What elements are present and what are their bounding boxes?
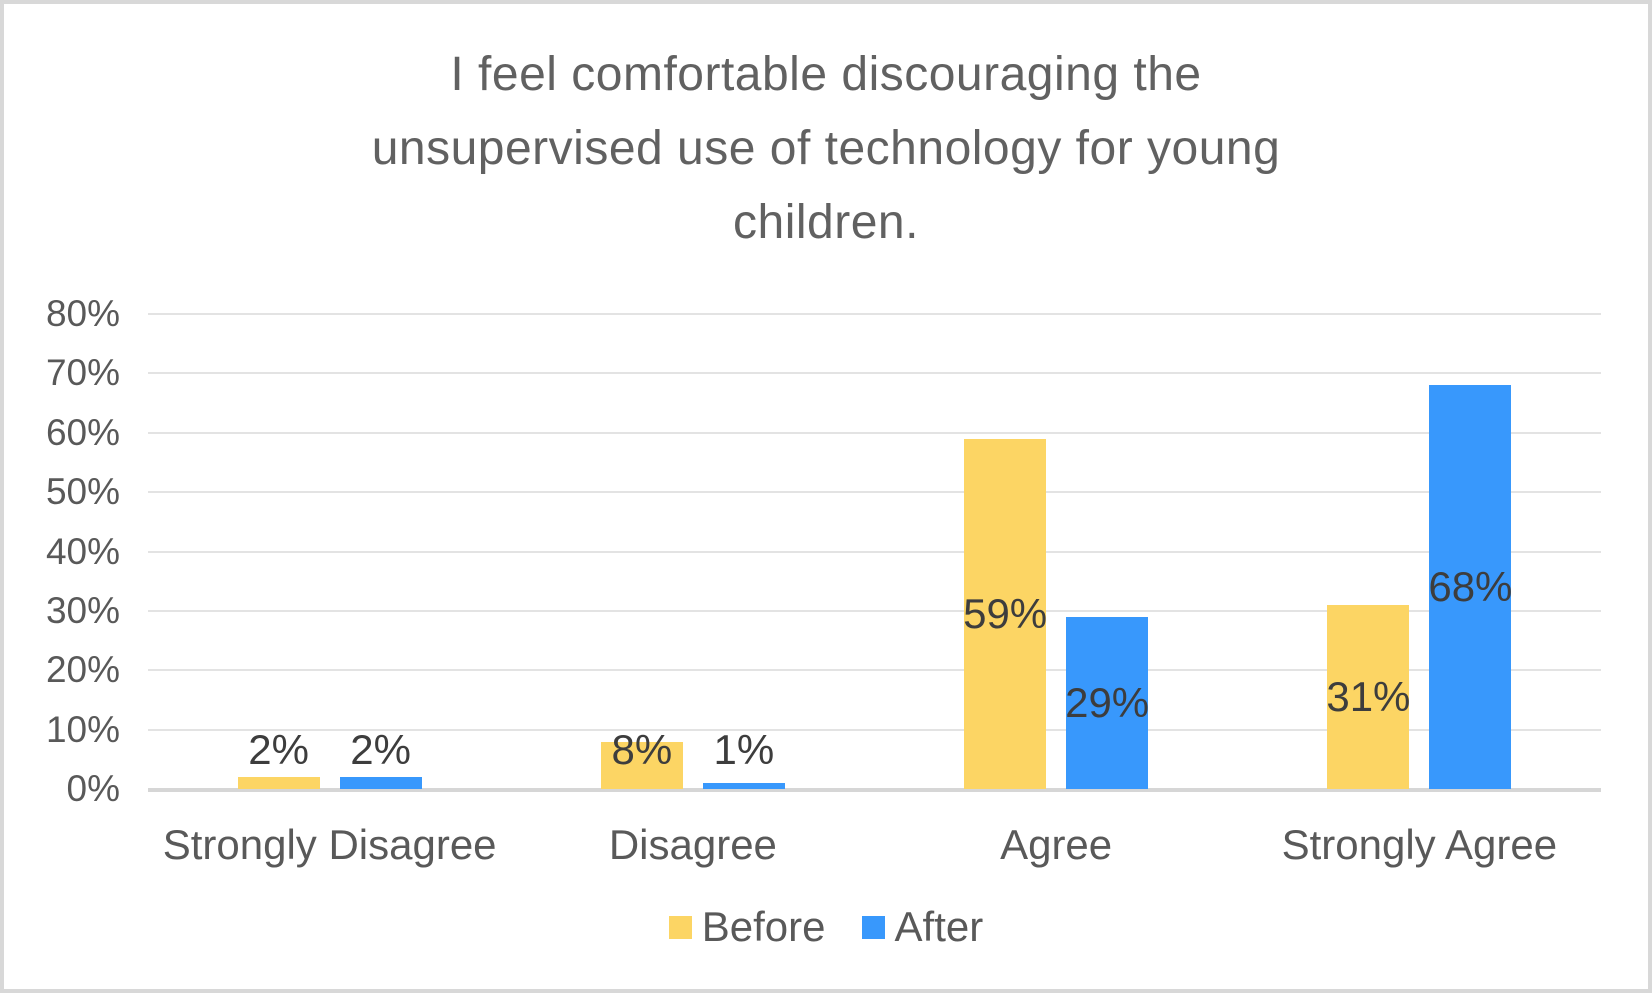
y-tick-60%: 60% xyxy=(45,411,120,453)
bar-after-agree xyxy=(1066,616,1149,789)
bar-before-disagree xyxy=(600,741,683,789)
value-label-after-agree: 29% xyxy=(1065,678,1150,726)
x-axis-baseline xyxy=(148,788,1601,792)
value-label-after-disagree: 1% xyxy=(713,726,775,773)
bar-after-strongly-disagree xyxy=(339,777,422,789)
legend-label-after: After xyxy=(894,903,984,950)
chart-title-line-3: children. xyxy=(733,196,919,249)
bar-before-strongly-agree xyxy=(1327,604,1410,789)
y-tick-0%: 0% xyxy=(66,768,120,809)
y-tick-80%: 80% xyxy=(45,293,120,334)
gridline-50% xyxy=(148,491,1601,494)
chart-title-line-1: I feel comfortable discouraging the xyxy=(450,48,1202,101)
plot-area: 2% 8% 59% 31% 2% 1% 29% 68% xyxy=(148,313,1601,792)
y-tick-40%: 40% xyxy=(45,530,120,572)
bar-after-disagree xyxy=(702,783,785,789)
gridline-70% xyxy=(148,372,1601,375)
chart-title: I feel comfortable discouraging the unsu… xyxy=(4,38,1648,260)
gridline-80% xyxy=(148,313,1601,315)
gridline-20% xyxy=(148,669,1601,672)
legend-item-after: After xyxy=(861,903,984,950)
bar-before-strongly-disagree xyxy=(237,777,320,789)
value-label-before-agree: 59% xyxy=(963,589,1048,637)
legend-swatch-after xyxy=(861,915,885,939)
value-label-before-disagree: 8% xyxy=(611,726,673,773)
chart-title-line-2: unsupervised use of technology for young xyxy=(371,122,1281,175)
value-label-after-strongly-agree: 68% xyxy=(1428,563,1513,611)
bar-after-strongly-agree xyxy=(1429,385,1512,789)
value-label-after-strongly-disagree: 2% xyxy=(350,726,411,773)
gridline-40% xyxy=(148,550,1601,553)
y-tick-30%: 30% xyxy=(45,589,120,631)
x-tick-strongly-disagree: Strongly Disagree xyxy=(162,821,497,868)
legend: Before After xyxy=(4,904,1648,950)
value-label-before-strongly-disagree: 2% xyxy=(248,726,309,773)
bar-before-agree xyxy=(964,438,1047,789)
gridline-10% xyxy=(148,728,1601,731)
legend-item-before: Before xyxy=(668,903,826,950)
x-tick-strongly-agree: Strongly Agree xyxy=(1281,821,1558,868)
gridline-60% xyxy=(148,431,1601,434)
gridline-30% xyxy=(148,609,1601,612)
x-tick-disagree: Disagree xyxy=(608,821,777,868)
y-tick-70%: 70% xyxy=(45,352,120,394)
legend-swatch-before xyxy=(668,915,692,939)
legend-label-before: Before xyxy=(701,903,826,950)
y-tick-50%: 50% xyxy=(45,471,120,513)
x-tick-agree: Agree xyxy=(1000,821,1113,868)
y-tick-20%: 20% xyxy=(45,649,120,691)
y-tick-10%: 10% xyxy=(45,708,120,750)
value-label-before-strongly-agree: 31% xyxy=(1326,672,1411,720)
